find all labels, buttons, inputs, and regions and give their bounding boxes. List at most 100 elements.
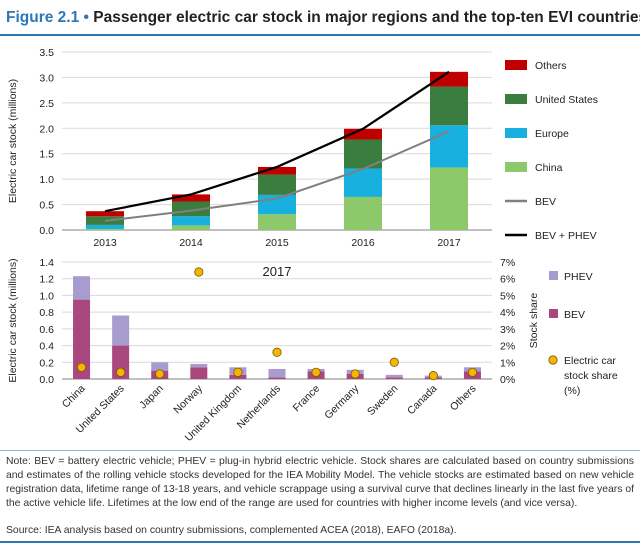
bar-others-2015 bbox=[258, 166, 296, 175]
figure-source: Source: IEA analysis based on country su… bbox=[6, 525, 457, 536]
bar-united-states-2017 bbox=[430, 86, 468, 126]
y-tick-label: 0.5 bbox=[39, 200, 54, 212]
x-tick-label: Germany bbox=[322, 382, 362, 422]
y2-tick-label: 5% bbox=[500, 290, 515, 302]
regional-stock-chart: 0.0 0.5 1.0 1.5 2.0 2.5 3.0 3.5 Electric car sto… bbox=[7, 47, 598, 249]
legend-label-china: China bbox=[535, 162, 563, 174]
y-tick-label: 0.0 bbox=[39, 374, 54, 386]
y-tick-label: 1.2 bbox=[39, 274, 54, 286]
bar-phev-united-states bbox=[112, 315, 130, 346]
x-tick-label: China bbox=[60, 383, 88, 411]
legend-swatch-united-states bbox=[505, 94, 527, 104]
bar-others-2016 bbox=[344, 128, 382, 140]
point-stock-share-china bbox=[76, 362, 87, 372]
legend-label-europe: Europe bbox=[535, 128, 569, 140]
notes-divider bbox=[0, 450, 640, 451]
y-tick-label: 0.0 bbox=[39, 225, 54, 237]
bar-phev-netherlands bbox=[268, 368, 286, 378]
bar-europe-2014 bbox=[172, 216, 210, 226]
y2-tick-label: 6% bbox=[500, 274, 515, 286]
y-axis-label: Electric car stock (millions) bbox=[7, 258, 19, 382]
legend-label-bev: BEV bbox=[535, 196, 556, 208]
y-tick-label: 1.4 bbox=[39, 257, 54, 269]
figure-title: Figure 2.1 • Passenger electric car stoc… bbox=[6, 9, 640, 27]
point-stock-share-canada bbox=[428, 371, 438, 381]
x-tick-label: Norway bbox=[171, 382, 205, 416]
bar-others-2014 bbox=[172, 194, 210, 202]
point-stock-share-united-kingdom bbox=[233, 367, 243, 377]
bar-europe-2013 bbox=[86, 224, 124, 229]
x-tick-label: 2015 bbox=[265, 237, 289, 249]
point-stock-share-france bbox=[311, 367, 321, 377]
title-bullet: • bbox=[83, 9, 89, 26]
bar-china-2013 bbox=[86, 228, 124, 230]
legend-label-united-states: United States bbox=[535, 94, 598, 106]
legend-swatch-electric-car-stock-share bbox=[548, 355, 558, 365]
y-tick-label: 1.0 bbox=[39, 174, 54, 186]
point-stock-share-united-states bbox=[116, 367, 126, 377]
bar-phev-norway bbox=[190, 363, 208, 368]
legend-swatch-phev bbox=[549, 271, 558, 280]
bottom-rule bbox=[0, 541, 640, 543]
bar-china-2016 bbox=[344, 196, 382, 230]
point-stock-share-sweden bbox=[389, 357, 399, 367]
x-tick-label: 2017 bbox=[437, 237, 461, 249]
bar-bev-sweden bbox=[385, 377, 403, 379]
country-stock-chart: 0.0 0.2 0.4 0.6 0.8 1.0 1.2 1.4 0% 1% 2% 3% 4% 5% 6% 7%… bbox=[7, 257, 618, 444]
bar-bev-norway bbox=[190, 367, 208, 379]
bar-china-2017 bbox=[430, 167, 468, 230]
bar-others-2013 bbox=[86, 211, 124, 217]
y-tick-label: 0.4 bbox=[39, 341, 54, 353]
y2-tick-label: 0% bbox=[500, 374, 515, 386]
legend-label-bev-phev: BEV + PHEV bbox=[535, 230, 597, 242]
y-tick-label: 0.6 bbox=[39, 324, 54, 336]
legend-label-electric-car-stock-share: Electric car stock share (%) bbox=[564, 355, 618, 397]
bar-united-states-2015 bbox=[258, 174, 296, 195]
y-tick-label: 0.2 bbox=[39, 357, 54, 369]
x-tick-label: Canada bbox=[405, 383, 440, 418]
bar-bev-china bbox=[73, 299, 91, 379]
bar-phev-japan bbox=[151, 362, 169, 371]
bar-china-2014 bbox=[172, 225, 210, 230]
y-tick-label: 1.0 bbox=[39, 290, 54, 302]
x-tick-label: 2016 bbox=[351, 237, 375, 249]
title-bar: Figure 2.1 • Passenger electric car stoc… bbox=[0, 0, 640, 36]
x-tick-label: 2013 bbox=[93, 237, 117, 249]
y2-tick-label: 3% bbox=[500, 324, 515, 336]
x-tick-label: Sweden bbox=[365, 383, 400, 418]
bar-phev-china bbox=[73, 276, 91, 300]
bar-others-2017 bbox=[430, 71, 468, 87]
figure-note: Note: BEV = battery electric vehicle; PH… bbox=[6, 456, 634, 509]
y-tick-label: 2.5 bbox=[39, 98, 54, 110]
y2-tick-label: 7% bbox=[500, 257, 515, 269]
y-tick-label: 3.0 bbox=[39, 72, 54, 84]
y-tick-label: 3.5 bbox=[39, 47, 54, 59]
legend-label-bev: BEV bbox=[564, 309, 585, 321]
point-stock-share-japan bbox=[155, 369, 165, 379]
point-stock-share-others bbox=[467, 367, 478, 377]
y2-axis-label: Stock share bbox=[528, 293, 540, 349]
bar-bev-netherlands bbox=[268, 377, 286, 379]
y-axis-label: Electric car stock (millions) bbox=[7, 79, 19, 203]
point-stock-share-germany bbox=[350, 369, 360, 379]
y2-tick-label: 4% bbox=[500, 307, 515, 319]
legend-swatch-china bbox=[505, 162, 527, 172]
x-tick-label: Japan bbox=[137, 383, 166, 412]
x-tick-label: 2014 bbox=[179, 237, 203, 249]
x-tick-label: France bbox=[291, 383, 323, 415]
legend-swatch-bev bbox=[549, 309, 558, 318]
y-tick-label: 2.0 bbox=[39, 123, 54, 135]
bar-phev-sweden bbox=[385, 374, 403, 378]
figure-label: Figure 2.1 bbox=[6, 9, 80, 26]
legend-label-others: Others bbox=[535, 60, 567, 72]
y2-tick-label: 2% bbox=[500, 341, 515, 353]
legend-swatch-europe bbox=[505, 128, 527, 138]
x-tick-label: Others bbox=[448, 383, 479, 414]
figure-title-text: Passenger electric car stock in major re… bbox=[93, 9, 640, 26]
line-bev-phev bbox=[104, 70, 450, 213]
bar-china-2015 bbox=[258, 214, 296, 230]
y-tick-label: 0.8 bbox=[39, 307, 54, 319]
point-stock-share-netherlands bbox=[272, 347, 282, 357]
point-stock-share-norway bbox=[194, 267, 204, 277]
y2-tick-label: 1% bbox=[500, 357, 515, 369]
